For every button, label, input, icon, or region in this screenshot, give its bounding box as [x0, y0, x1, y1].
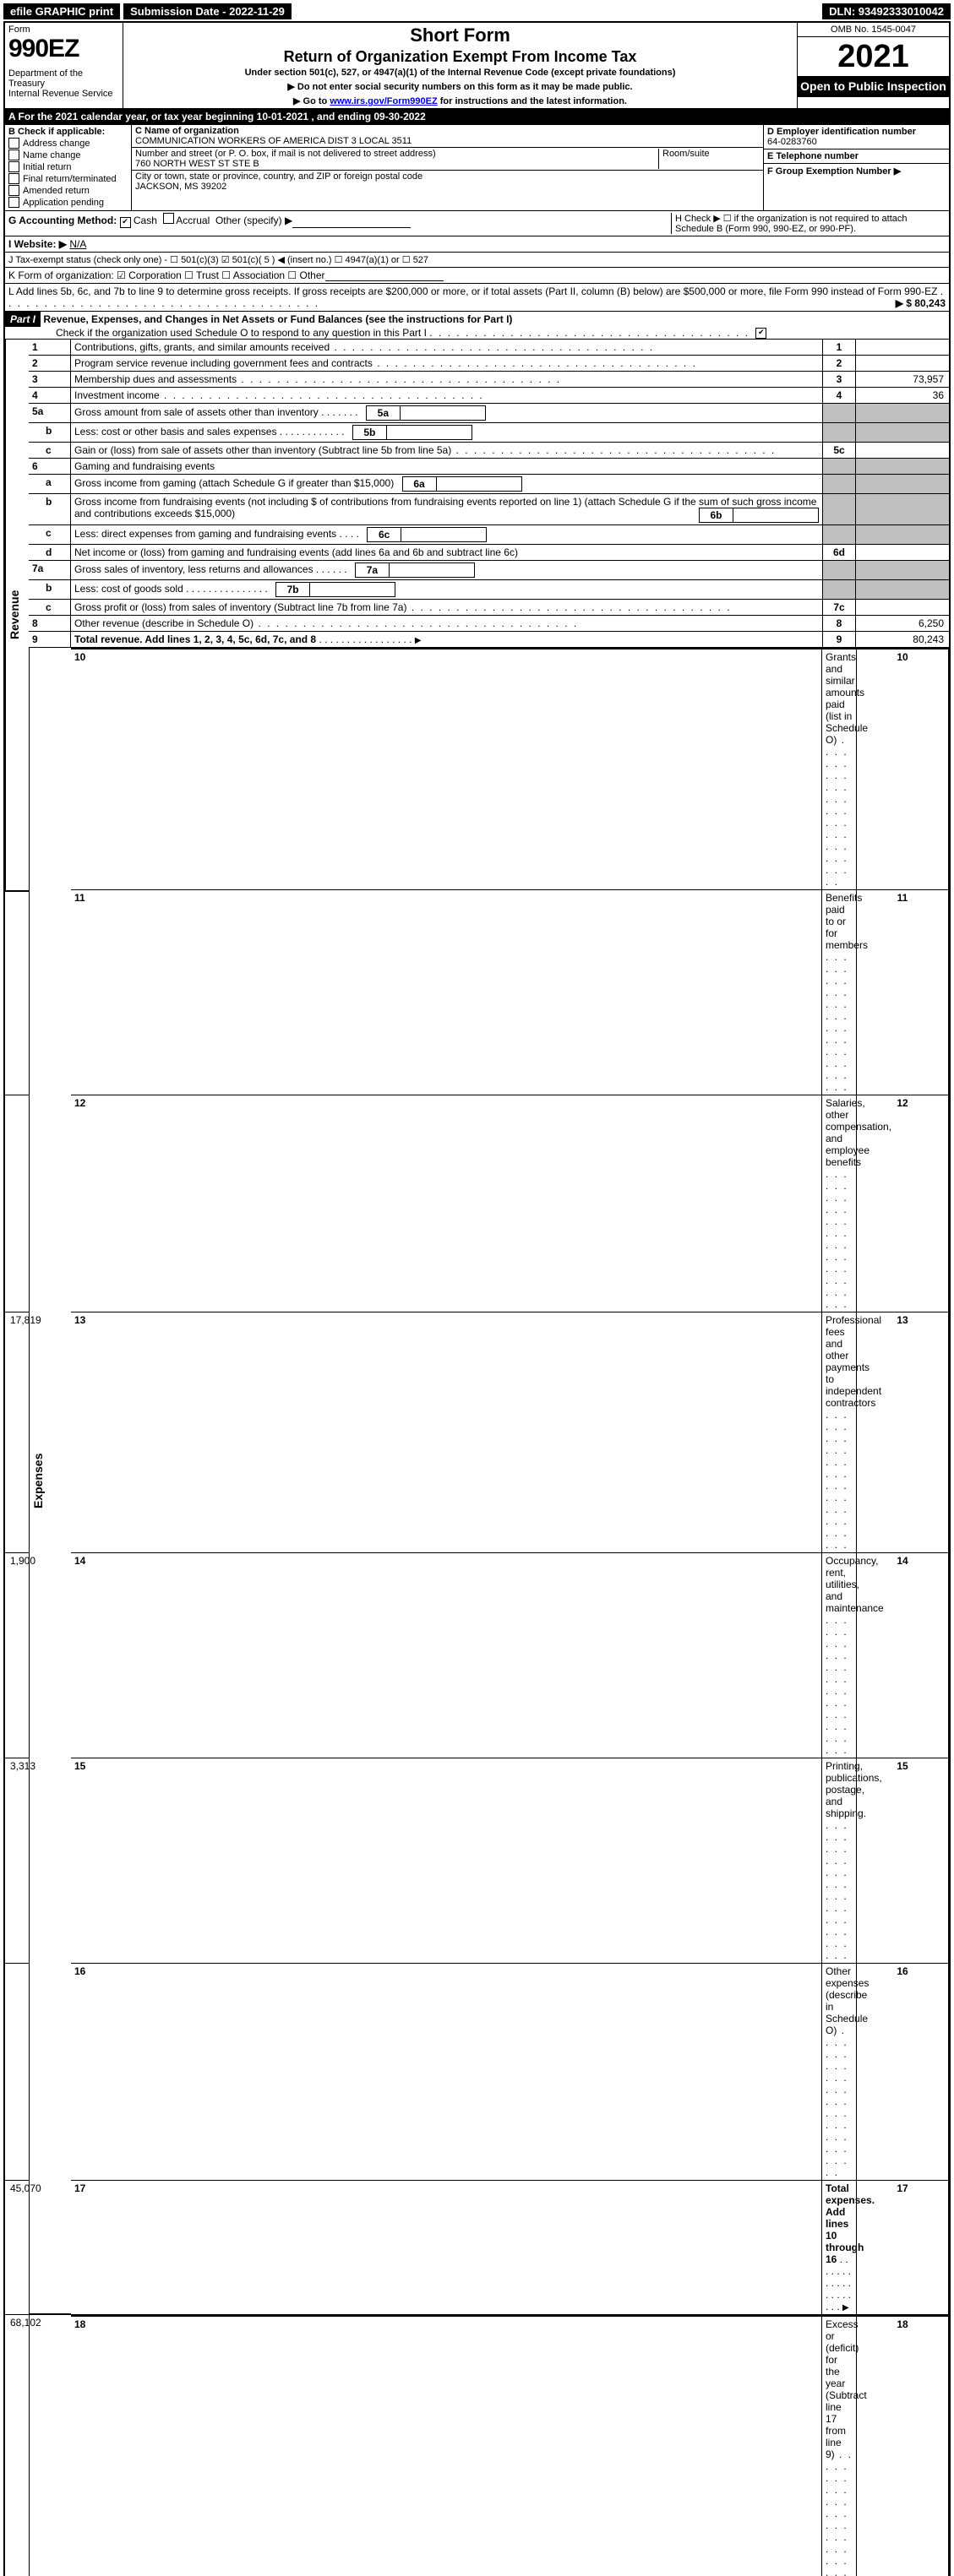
city: JACKSON, MS 39202: [135, 182, 226, 192]
row-GH: G Accounting Method: ✔ Cash Accrual Othe…: [5, 211, 949, 236]
part1-header: Part I Revenue, Expenses, and Changes in…: [5, 312, 949, 340]
C-street-label: Number and street (or P. O. box, if mail…: [135, 149, 436, 159]
row-I: I Website: ▶ N/A: [5, 236, 949, 253]
goto-pre: ▶ Go to: [293, 96, 330, 106]
I-label: I Website: ▶: [8, 238, 67, 250]
header-left: Form 990EZ Department of the Treasury In…: [5, 23, 123, 108]
expenses-vlabel: Expenses: [29, 648, 71, 2315]
org-name: COMMUNICATION WORKERS OF AMERICA DIST 3 …: [135, 136, 412, 146]
efile-label: efile GRAPHIC print: [3, 3, 120, 19]
chk-address[interactable]: Address change: [8, 138, 128, 149]
col-B: B Check if applicable: Address change Na…: [5, 125, 132, 210]
ein: 64-0283760: [767, 137, 817, 147]
chk-pending[interactable]: Application pending: [8, 197, 128, 208]
header-mid: Short Form Return of Organization Exempt…: [123, 23, 797, 108]
form-header: Form 990EZ Department of the Treasury In…: [5, 23, 949, 109]
part1-checkbox[interactable]: ✔: [755, 328, 766, 339]
ssn-warning: ▶ Do not enter social security numbers o…: [127, 81, 793, 92]
H-text: H Check ▶ ☐ if the organization is not r…: [671, 213, 946, 234]
part1-checkline: Check if the organization used Schedule …: [5, 327, 427, 339]
chk-amended[interactable]: Amended return: [8, 185, 128, 196]
col-C: C Name of organization COMMUNICATION WOR…: [132, 125, 763, 210]
L-amount: ▶ $ 80,243: [896, 297, 946, 309]
open-public: Open to Public Inspection: [798, 76, 949, 97]
form-label: Form: [8, 24, 119, 35]
section-B-to-F: B Check if applicable: Address change Na…: [5, 125, 949, 211]
tax-year: 2021: [798, 37, 949, 76]
goto-post: for instructions and the latest informat…: [438, 96, 627, 106]
chk-final[interactable]: Final return/terminated: [8, 173, 128, 184]
part1-label: Part I: [5, 312, 41, 327]
street: 760 NORTH WEST ST STE B: [135, 159, 259, 169]
C-city-label: City or town, state or province, country…: [135, 171, 422, 182]
subtitle: Under section 501(c), 527, or 4947(a)(1)…: [127, 68, 793, 78]
room-suite-label: Room/suite: [658, 149, 760, 169]
chk-initial[interactable]: Initial return: [8, 161, 128, 172]
top-bar: efile GRAPHIC print Submission Date - 20…: [3, 3, 951, 19]
main-title: Return of Organization Exempt From Incom…: [127, 48, 793, 66]
row-A: A For the 2021 calendar year, or tax yea…: [5, 109, 949, 125]
K-text: K Form of organization: ☑ Corporation ☐ …: [8, 269, 325, 281]
chk-cash[interactable]: ✔: [120, 217, 131, 228]
netassets-vlabel: Net Assets: [29, 2315, 71, 2576]
chk-name[interactable]: Name change: [8, 149, 128, 160]
financial-table: Revenue 1Contributions, gifts, grants, a…: [5, 340, 949, 2576]
form-container: Form 990EZ Department of the Treasury In…: [3, 21, 951, 2576]
omb-number: OMB No. 1545-0047: [798, 23, 949, 37]
part1-title: Revenue, Expenses, and Changes in Net As…: [43, 313, 512, 325]
B-title: B Check if applicable:: [8, 127, 105, 137]
C-name-label: C Name of organization: [135, 126, 239, 136]
short-form-title: Short Form: [127, 24, 793, 46]
header-right: OMB No. 1545-0047 2021 Open to Public In…: [797, 23, 949, 108]
submission-date: Submission Date - 2022-11-29: [123, 3, 292, 19]
col-DEF: D Employer identification number 64-0283…: [763, 125, 949, 210]
department: Department of the Treasury Internal Reve…: [8, 68, 119, 99]
dln: DLN: 93492333010042: [822, 3, 951, 19]
website: N/A: [69, 238, 86, 250]
irs-link[interactable]: www.irs.gov/Form990EZ: [330, 96, 437, 106]
row-L: L Add lines 5b, 6c, and 7b to line 9 to …: [5, 284, 949, 312]
chk-accrual[interactable]: [163, 213, 174, 224]
G-label: G Accounting Method:: [8, 215, 117, 226]
row-K: K Form of organization: ☑ Corporation ☐ …: [5, 268, 949, 284]
L-text: L Add lines 5b, 6c, and 7b to line 9 to …: [8, 285, 937, 297]
F-label: F Group Exemption Number ▶: [767, 166, 901, 177]
D-label: D Employer identification number: [767, 127, 916, 137]
E-label: E Telephone number: [767, 151, 859, 161]
goto-line: ▶ Go to www.irs.gov/Form990EZ for instru…: [127, 95, 793, 106]
revenue-vlabel: Revenue: [5, 340, 29, 890]
form-number: 990EZ: [8, 35, 119, 63]
row-J: J Tax-exempt status (check only one) - ☐…: [5, 253, 949, 268]
